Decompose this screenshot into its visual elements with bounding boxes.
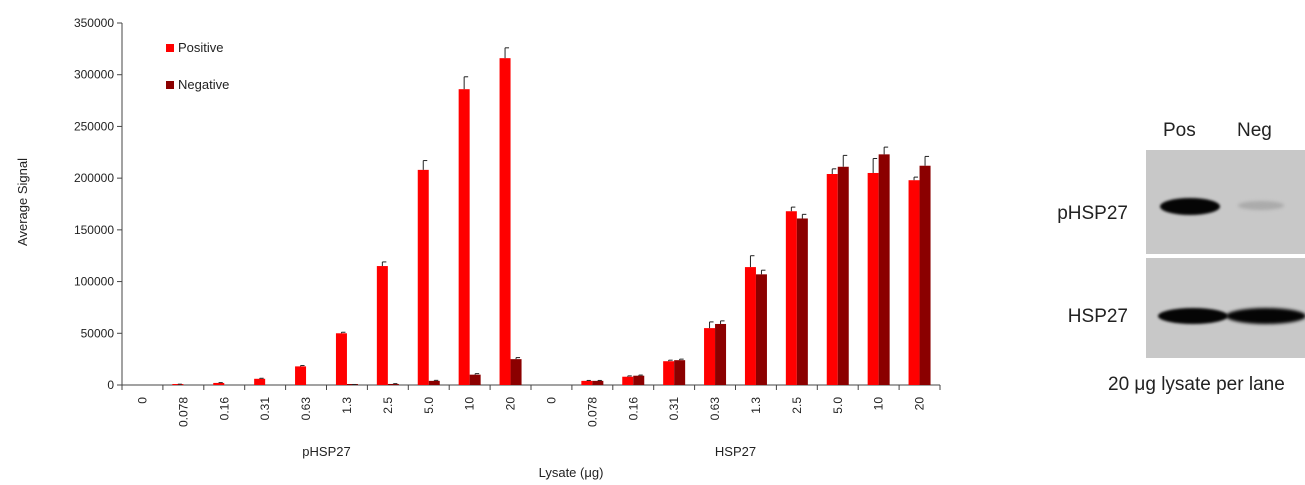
legend: Positive Negative: [166, 40, 229, 92]
y-tick-label: 300000: [74, 68, 114, 82]
blot-panel-hsp27: [1146, 258, 1305, 358]
bar-HSP27-negative-2.5: [796, 218, 808, 385]
blot-panel-phsp27: [1146, 150, 1305, 254]
y-tick-label: 100000: [74, 275, 114, 289]
bar-pHSP27-positive-0.16: [213, 382, 225, 385]
x-tick-label: 0.31: [667, 397, 681, 421]
blot-band-phsp27-pos: [1160, 198, 1220, 215]
bar-pHSP27-positive-10: [458, 89, 470, 386]
x-tick-label: 1.3: [749, 397, 763, 414]
bar-HSP27-negative-0.31: [674, 360, 686, 385]
bar-pHSP27-positive-2.5: [376, 266, 388, 385]
x-tick-label: 2.5: [790, 397, 804, 414]
legend-label-negative: Negative: [178, 77, 229, 92]
y-axis-title: Average Signal: [15, 158, 30, 246]
bar-HSP27-negative-20: [919, 165, 931, 385]
bar-HSP27-negative-10: [878, 154, 890, 385]
bar-HSP27-negative-1.3: [755, 274, 767, 385]
bar-HSP27-positive-0.16: [622, 376, 634, 385]
bar-HSP27-positive-0.31: [663, 361, 675, 385]
x-tick-label: 20: [913, 397, 927, 411]
bar-HSP27-negative-0.078: [592, 380, 604, 385]
x-tick-label: 5.0: [422, 397, 436, 414]
bar-chart: 0 50000 100000 150000 200000 250000 300000 3500…: [15, 16, 941, 480]
bar-HSP27-negative-0.63: [715, 323, 727, 385]
x-tick-label: 0: [135, 397, 149, 404]
bar-HSP27-positive-2.5: [785, 211, 797, 385]
y-tick-label: 200000: [74, 171, 114, 185]
bars: [172, 47, 931, 386]
x-tick-label: 0.16: [217, 397, 231, 421]
bar-pHSP27-negative-20: [510, 359, 522, 385]
bar-HSP27-negative-0.16: [633, 375, 645, 385]
bar-HSP27-positive-0.63: [704, 328, 716, 385]
bar-pHSP27-positive-20: [499, 58, 511, 386]
x-tick-label: 20: [504, 397, 518, 411]
x-tick-label: 5.0: [831, 397, 845, 414]
blot-band-hsp27-pos: [1158, 308, 1228, 324]
group-label-phsp27: pHSP27: [302, 444, 350, 459]
bar-pHSP27-negative-2.5: [387, 383, 399, 385]
bar-HSP27-positive-10: [867, 172, 879, 385]
lane-label-neg: Neg: [1237, 120, 1272, 141]
bar-pHSP27-negative-5.0: [428, 380, 440, 385]
bar-pHSP27-negative-10: [469, 374, 481, 385]
western-blot: Pos Neg pHSP27 HSP27 20 μg lysate per la…: [1030, 110, 1305, 410]
bar-pHSP27-positive-0.63: [295, 366, 307, 385]
y-tick-label: 150000: [74, 223, 114, 237]
band-label-phsp27: pHSP27: [1057, 203, 1128, 224]
x-tick-label: 2.5: [381, 397, 395, 414]
group-label-hsp27: HSP27: [715, 444, 756, 459]
bar-pHSP27-positive-5.0: [417, 169, 429, 385]
blot-band-phsp27-neg: [1238, 201, 1284, 210]
y-tick-label: 0: [107, 378, 114, 392]
bar-pHSP27-positive-0.31: [254, 378, 266, 385]
x-tick-label: 0.078: [585, 397, 599, 427]
x-axis-title: Lysate (μg): [539, 465, 604, 480]
x-tick-label: 0.16: [626, 397, 640, 421]
x-tick-label: 0.63: [708, 397, 722, 421]
legend-label-positive: Positive: [178, 40, 224, 55]
x-tick-label: 10: [463, 397, 477, 411]
bar-HSP27-positive-20: [908, 180, 920, 385]
bar-HSP27-positive-1.3: [744, 267, 756, 385]
bar-HSP27-positive-5.0: [826, 174, 838, 385]
legend-swatch-positive: [166, 44, 174, 52]
y-tick-label: 250000: [74, 119, 114, 133]
x-tick-label: 0.63: [299, 397, 313, 421]
lane-label-pos: Pos: [1163, 120, 1196, 141]
x-tick-label: 1.3: [340, 397, 354, 414]
x-tick-label: 0.078: [176, 397, 190, 427]
bar-HSP27-positive-0.078: [581, 380, 593, 385]
y-axis: 0 50000 100000 150000 200000 250000 300000 3500…: [74, 16, 123, 392]
x-tick-label: 10: [872, 397, 886, 411]
legend-swatch-negative: [166, 81, 174, 89]
y-tick-label: 350000: [74, 16, 114, 30]
x-tick-label: 0.31: [258, 397, 272, 421]
y-tick-label: 50000: [81, 326, 115, 340]
blot-caption: 20 μg lysate per lane: [1108, 374, 1285, 395]
bar-HSP27-negative-5.0: [837, 166, 849, 385]
blot-band-hsp27-neg: [1226, 308, 1305, 324]
x-tick-label: 0: [544, 397, 558, 404]
band-label-hsp27: HSP27: [1067, 306, 1128, 327]
bar-pHSP27-positive-1.3: [335, 333, 347, 385]
x-axis: 0 0.078 0.16 0.31 0.63 1.3 2.5 5.0 10 20 pHSP27 0 0.…: [121, 384, 941, 459]
